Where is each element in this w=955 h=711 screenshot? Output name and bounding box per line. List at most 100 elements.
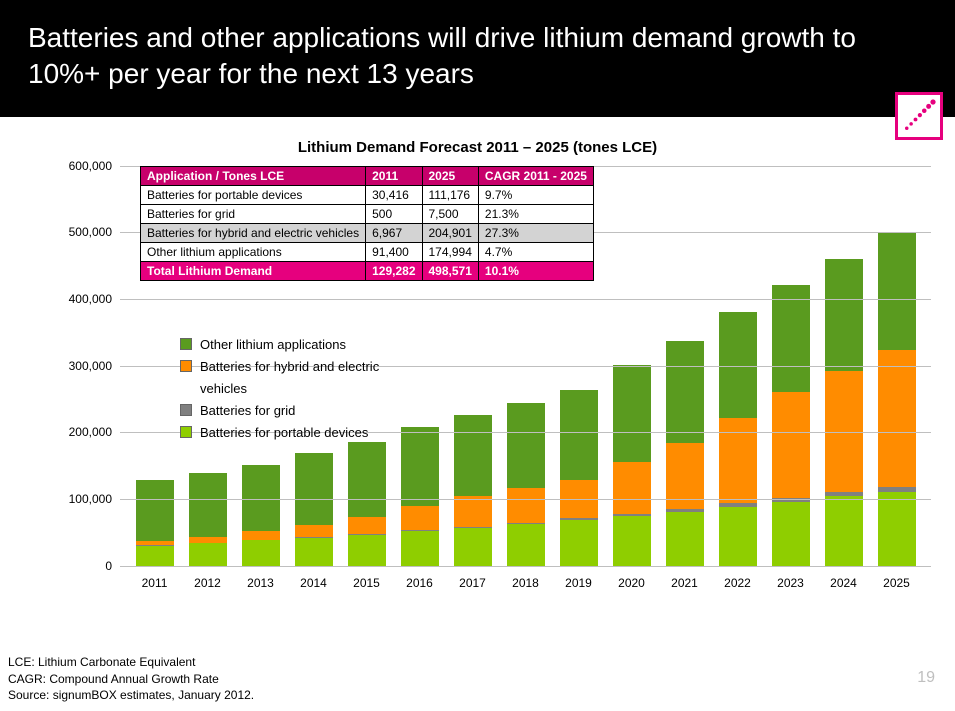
legend-item: Batteries for grid: [180, 400, 420, 422]
table-total-cell: 129,282: [366, 261, 422, 280]
bar-segment-other: [189, 473, 227, 536]
x-tick-label: 2014: [287, 570, 340, 606]
x-tick-label: 2024: [817, 570, 870, 606]
table-cell: 27.3%: [478, 223, 593, 242]
legend-label: Batteries for grid: [200, 400, 295, 422]
y-tick-label: 200,000: [69, 425, 112, 439]
table-total-cell: 10.1%: [478, 261, 593, 280]
table-cell: Batteries for grid: [141, 204, 366, 223]
legend-swatch: [180, 404, 192, 416]
bar: [454, 415, 492, 566]
chart-title: Lithium Demand Forecast 2011 – 2025 (ton…: [0, 139, 955, 156]
footnote-line: CAGR: Compound Annual Growth Rate: [8, 671, 254, 687]
table-header-cell: Application / Tones LCE: [141, 166, 366, 185]
bar-segment-other: [613, 365, 651, 462]
table-row: Batteries for grid5007,50021.3%: [141, 204, 594, 223]
x-tick-label: 2025: [870, 570, 923, 606]
bar-segment-portable: [613, 516, 651, 565]
y-tick-label: 0: [105, 559, 112, 573]
table-total-cell: 498,571: [422, 261, 478, 280]
bar-segment-portable: [772, 502, 810, 566]
bar: [189, 473, 227, 565]
footnote-line: LCE: Lithium Carbonate Equivalent: [8, 654, 254, 670]
data-table: Application / Tones LCE20112025CAGR 2011…: [140, 166, 594, 281]
table-cell: 9.7%: [478, 185, 593, 204]
x-tick-label: 2017: [446, 570, 499, 606]
table-row: Other lithium applications91,400174,9944…: [141, 242, 594, 261]
x-tick-label: 2011: [128, 570, 181, 606]
bar: [401, 427, 439, 566]
bar-segment-other: [136, 480, 174, 541]
x-tick-label: 2022: [711, 570, 764, 606]
x-tick-label: 2018: [499, 570, 552, 606]
bar-segment-portable: [560, 520, 598, 565]
bar-segment-ev: [507, 488, 545, 523]
bar-segment-portable: [878, 492, 916, 566]
y-tick-label: 600,000: [69, 159, 112, 173]
table-cell: 111,176: [422, 185, 478, 204]
bar: [825, 259, 863, 566]
slide-title: Batteries and other applications will dr…: [28, 20, 927, 93]
bar-segment-ev: [295, 525, 333, 537]
bar-segment-ev: [613, 462, 651, 514]
bar-segment-ev: [348, 517, 386, 534]
bar-segment-ev: [719, 418, 757, 503]
chart-area: 0100,000200,000300,000400,000500,000600,…: [60, 166, 931, 606]
brand-logo: [895, 92, 943, 140]
footnote-line: Source: signumBOX estimates, January 201…: [8, 687, 254, 703]
bar-segment-ev: [242, 531, 280, 540]
bar-segment-portable: [454, 528, 492, 565]
table-header-cell: CAGR 2011 - 2025: [478, 166, 593, 185]
gridline: [120, 499, 931, 500]
bar: [507, 403, 545, 566]
bar-segment-ev: [825, 371, 863, 492]
bar: [242, 465, 280, 566]
bar-segment-other: [772, 285, 810, 392]
bar-segment-other: [348, 442, 386, 517]
table-cell: 21.3%: [478, 204, 593, 223]
table-cell: 91,400: [366, 242, 422, 261]
bar-segment-other: [878, 233, 916, 350]
bar-segment-other: [295, 453, 333, 525]
bar-segment-portable: [136, 546, 174, 566]
table-cell: 7,500: [422, 204, 478, 223]
y-tick-label: 500,000: [69, 225, 112, 239]
bar-segment-portable: [295, 538, 333, 566]
legend-label: Other lithium applications: [200, 334, 346, 356]
page-number: 19: [917, 669, 935, 687]
bar-segment-ev: [401, 506, 439, 530]
x-tick-label: 2019: [552, 570, 605, 606]
table-row: Batteries for hybrid and electric vehicl…: [141, 223, 594, 242]
table-cell: 4.7%: [478, 242, 593, 261]
table-cell: 204,901: [422, 223, 478, 242]
table-cell: Other lithium applications: [141, 242, 366, 261]
bar: [613, 365, 651, 566]
bar: [560, 390, 598, 566]
x-tick-label: 2012: [181, 570, 234, 606]
bar-segment-ev: [454, 496, 492, 527]
x-tick-label: 2023: [764, 570, 817, 606]
gridline: [120, 566, 931, 567]
bar-segment-other: [507, 403, 545, 488]
slide-header: Batteries and other applications will dr…: [0, 0, 955, 117]
bar-segment-ev: [878, 350, 916, 487]
bar-segment-portable: [507, 524, 545, 565]
bar: [878, 233, 916, 565]
table-cell: 6,967: [366, 223, 422, 242]
footnotes: LCE: Lithium Carbonate EquivalentCAGR: C…: [8, 654, 254, 703]
gridline: [120, 299, 931, 300]
x-tick-label: 2013: [234, 570, 287, 606]
table-total-cell: Total Lithium Demand: [141, 261, 366, 280]
bar-segment-other: [454, 415, 492, 496]
legend-label: Batteries for portable devices: [200, 422, 368, 444]
bar-segment-other: [242, 465, 280, 532]
bar: [772, 285, 810, 566]
bar-segment-portable: [242, 540, 280, 565]
x-tick-label: 2016: [393, 570, 446, 606]
legend-swatch: [180, 338, 192, 350]
bar: [295, 453, 333, 566]
table-row: Batteries for portable devices30,416111,…: [141, 185, 594, 204]
bar: [348, 442, 386, 566]
bar-segment-other: [825, 259, 863, 371]
table-cell: 30,416: [366, 185, 422, 204]
